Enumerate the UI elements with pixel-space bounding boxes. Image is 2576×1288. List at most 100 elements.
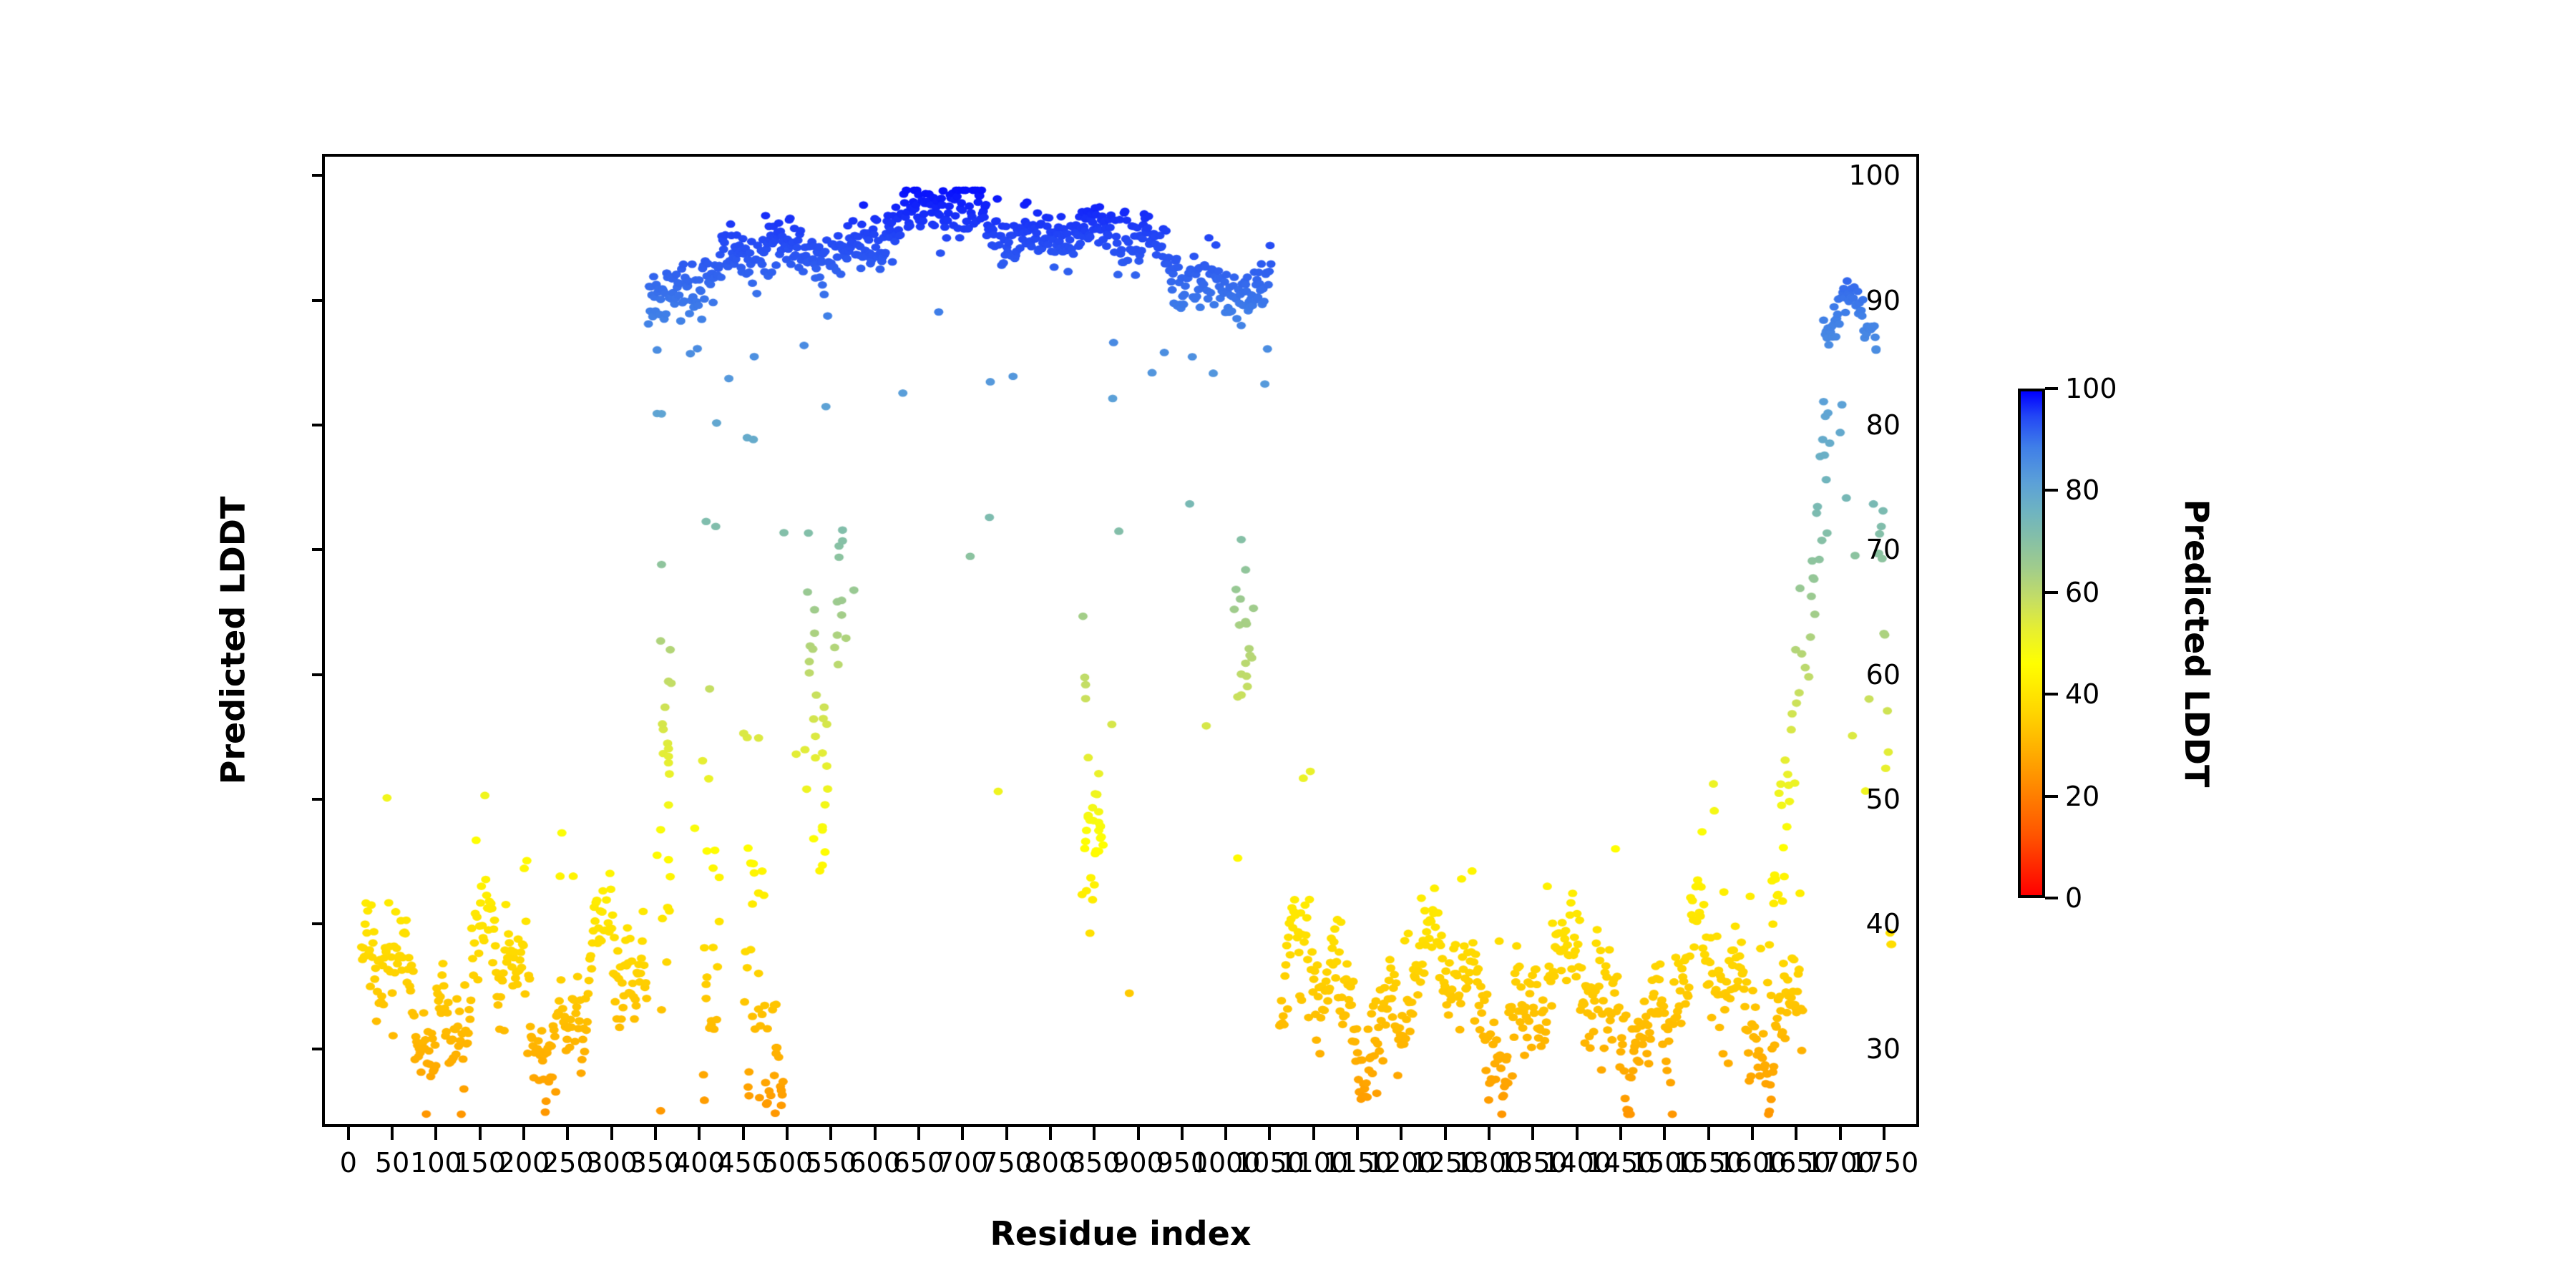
- colorbar-label: Predicted LDDT: [2177, 499, 2216, 788]
- x-tick-mark: [1575, 1127, 1579, 1140]
- x-tick-mark: [1750, 1127, 1754, 1140]
- x-tick-mark: [1795, 1127, 1798, 1140]
- y-tick-label: 100: [1848, 160, 1901, 192]
- x-tick-mark: [698, 1127, 701, 1140]
- x-tick-mark: [961, 1127, 965, 1140]
- x-tick-label: 1650: [1761, 1147, 1831, 1179]
- x-tick-mark: [1400, 1127, 1403, 1140]
- x-tick-label: 600: [849, 1147, 901, 1179]
- y-axis-label: Predicted LDDT: [213, 496, 253, 785]
- x-tick-mark: [1268, 1127, 1272, 1140]
- colorbar: 0 20 40 60 80 100 Predicted LDDT: [2018, 373, 2376, 914]
- x-tick-mark: [522, 1127, 526, 1140]
- y-tick-mark: [312, 548, 325, 552]
- x-tick-mark: [1531, 1127, 1535, 1140]
- x-tick-mark: [1356, 1127, 1360, 1140]
- x-tick-label: 1400: [1542, 1147, 1612, 1179]
- x-tick-label: 450: [717, 1147, 769, 1179]
- y-tick-label: 70: [1865, 534, 1901, 566]
- x-tick-label: 900: [1112, 1147, 1164, 1179]
- x-tick-mark: [1443, 1127, 1447, 1140]
- x-tick-mark: [478, 1127, 482, 1140]
- x-tick-label: 150: [454, 1147, 506, 1179]
- colorbar-tick-label: 100: [2065, 373, 2117, 404]
- x-tick-mark: [917, 1127, 920, 1140]
- x-tick-mark: [1312, 1127, 1315, 1140]
- y-tick-mark: [312, 673, 325, 676]
- x-tick-mark: [346, 1127, 350, 1140]
- x-tick-label: 1450: [1586, 1147, 1656, 1179]
- colorbar-tick-label: 60: [2065, 576, 2100, 608]
- colorbar-tick-mark: [2045, 693, 2058, 696]
- x-tick-label: 1300: [1454, 1147, 1524, 1179]
- y-tick-label: 90: [1865, 284, 1901, 316]
- colorbar-tick-mark: [2045, 897, 2058, 899]
- x-tick-label: 1200: [1367, 1147, 1436, 1179]
- x-tick-mark: [873, 1127, 877, 1140]
- x-tick-label: 700: [936, 1147, 989, 1179]
- x-tick-label: 0: [339, 1147, 357, 1179]
- y-tick-label: 60: [1865, 658, 1901, 691]
- colorbar-tick-mark: [2045, 489, 2058, 492]
- colorbar-tick-mark: [2045, 590, 2058, 594]
- x-tick-mark: [1882, 1127, 1885, 1140]
- x-tick-mark: [1838, 1127, 1842, 1140]
- x-tick-mark: [1180, 1127, 1184, 1140]
- x-tick-label: 1700: [1805, 1147, 1875, 1179]
- x-tick-label: 1550: [1674, 1147, 1744, 1179]
- x-tick-label: 1150: [1322, 1147, 1392, 1179]
- colorbar-tick-label: 40: [2065, 678, 2100, 711]
- x-tick-label: 1500: [1629, 1147, 1699, 1179]
- x-tick-mark: [1048, 1127, 1052, 1140]
- x-tick-label: 1050: [1235, 1147, 1304, 1179]
- x-tick-label: 100: [410, 1147, 462, 1179]
- y-tick-label: 40: [1865, 908, 1901, 940]
- scatter-canvas: [325, 157, 1916, 1124]
- colorbar-tick-mark: [2045, 794, 2058, 798]
- x-tick-mark: [654, 1127, 658, 1140]
- x-tick-label: 650: [892, 1147, 945, 1179]
- x-tick-label: 50: [374, 1147, 410, 1179]
- x-tick-mark: [1005, 1127, 1008, 1140]
- x-tick-mark: [829, 1127, 833, 1140]
- colorbar-tick-label: 0: [2065, 882, 2083, 914]
- colorbar-tick-label: 20: [2065, 780, 2100, 812]
- colorbar-tick-mark: [2045, 387, 2058, 390]
- x-tick-mark: [785, 1127, 789, 1140]
- x-tick-label: 500: [761, 1147, 814, 1179]
- x-axis-label: Residue index: [990, 1214, 1252, 1253]
- x-tick-mark: [1488, 1127, 1491, 1140]
- y-tick-label: 30: [1865, 1033, 1901, 1065]
- x-tick-mark: [1136, 1127, 1140, 1140]
- x-tick-label: 950: [1156, 1147, 1209, 1179]
- x-tick-label: 1100: [1279, 1147, 1349, 1179]
- x-tick-mark: [434, 1127, 438, 1140]
- x-tick-label: 400: [673, 1147, 726, 1179]
- x-tick-mark: [1663, 1127, 1667, 1140]
- x-tick-label: 750: [980, 1147, 1033, 1179]
- y-tick-mark: [312, 298, 325, 302]
- x-tick-label: 1350: [1498, 1147, 1568, 1179]
- colorbar-tick-label: 80: [2065, 474, 2100, 507]
- x-tick-label: 350: [629, 1147, 682, 1179]
- y-tick-label: 50: [1865, 783, 1901, 815]
- y-tick-mark: [312, 797, 325, 801]
- y-tick-mark: [312, 1047, 325, 1050]
- x-tick-label: 800: [1024, 1147, 1077, 1179]
- colorbar-gradient: [2018, 389, 2045, 898]
- x-tick-label: 550: [805, 1147, 857, 1179]
- plot-area: 30 40 50 60 70 80 90 100 Predicted LDDT: [213, 154, 1919, 1127]
- y-tick-mark: [312, 922, 325, 926]
- x-tick-label: 1600: [1717, 1147, 1787, 1179]
- x-tick-label: 300: [585, 1147, 638, 1179]
- x-tick-label: 1000: [1191, 1147, 1261, 1179]
- y-tick-mark: [312, 423, 325, 426]
- x-tick-label: 1750: [1849, 1147, 1919, 1179]
- y-tick-label: 80: [1865, 409, 1901, 441]
- x-tick-mark: [610, 1127, 613, 1140]
- y-tick-mark: [312, 174, 325, 177]
- x-tick-label: 1250: [1410, 1147, 1480, 1179]
- x-axis-ticks: Residue index 0 50 100 150 200 250 300 350 400 45…: [322, 1127, 1919, 1270]
- x-tick-mark: [391, 1127, 394, 1140]
